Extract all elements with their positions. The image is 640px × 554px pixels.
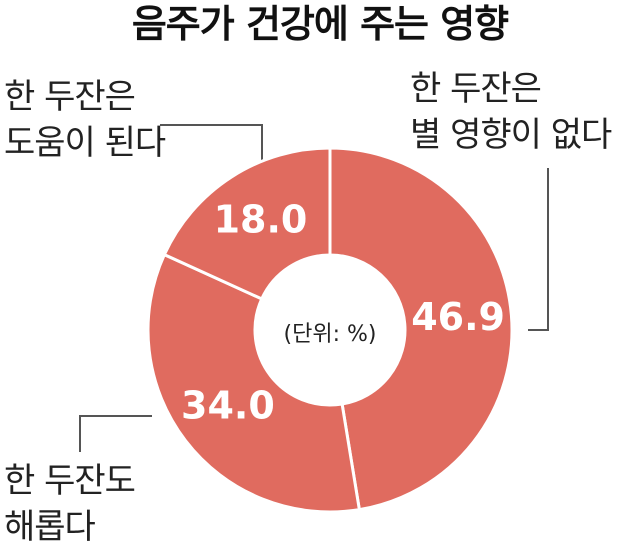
value-label: 18.0	[214, 197, 308, 241]
value-label: 46.9	[411, 295, 505, 339]
unit-note: (단위: %)	[283, 322, 377, 347]
category-label: 한 두잔도 해롭다	[4, 461, 136, 547]
donut-slice	[146, 252, 362, 514]
category-label: 한 두잔은 도움이 된다	[4, 77, 166, 163]
chart-title: 음주가 건강에 주는 영향	[131, 2, 509, 46]
leader-line	[79, 415, 152, 452]
category-label: 한 두잔은 별 영향이 없다	[410, 69, 612, 155]
donut-slice	[328, 146, 514, 512]
leader-line	[528, 168, 549, 331]
value-label: 34.0	[181, 384, 275, 428]
donut-slice	[162, 146, 332, 301]
